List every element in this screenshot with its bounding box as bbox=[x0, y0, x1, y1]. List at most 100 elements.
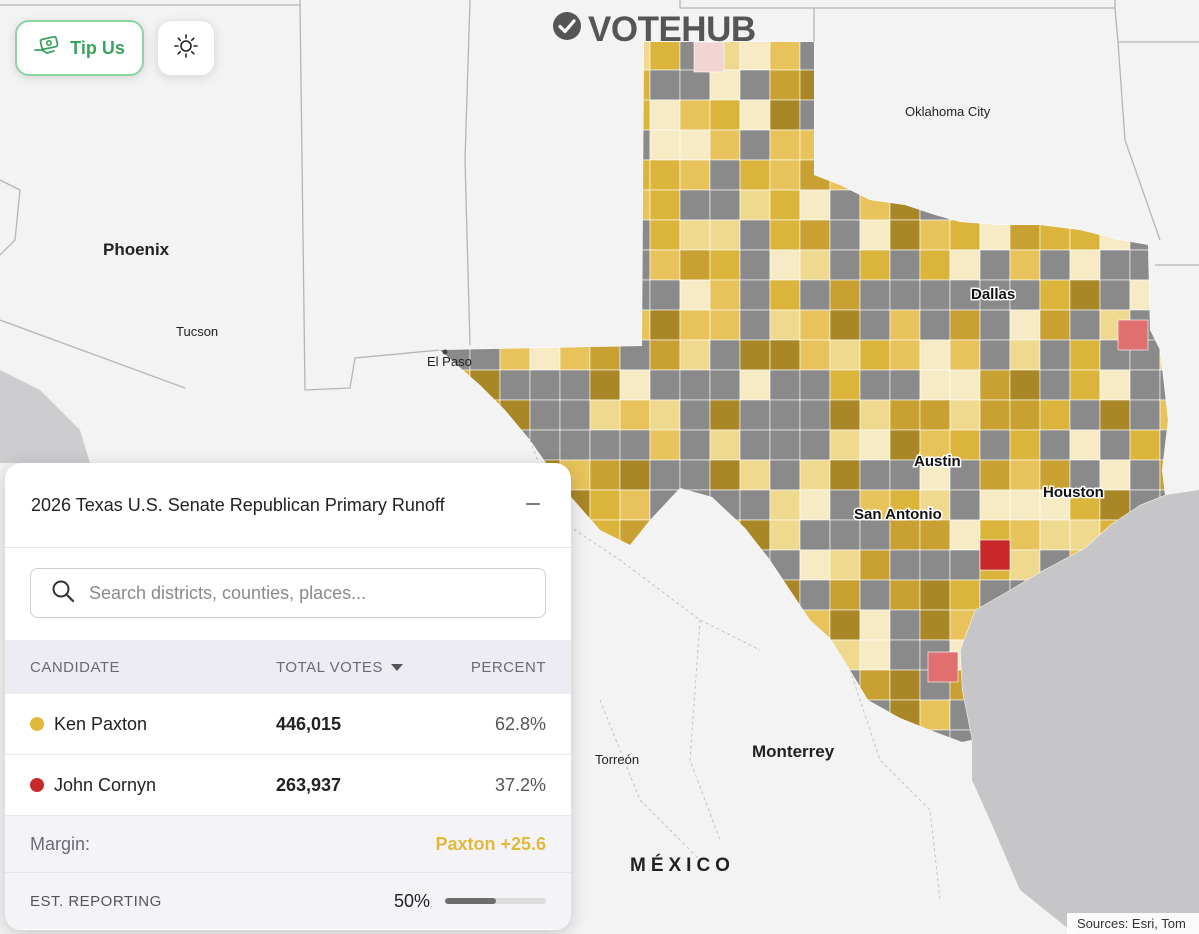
county-shape[interactable] bbox=[649, 249, 681, 281]
county-shape[interactable] bbox=[709, 579, 741, 611]
county-shape[interactable] bbox=[949, 399, 981, 431]
county-shape[interactable] bbox=[649, 549, 681, 581]
county-shape[interactable] bbox=[679, 249, 711, 281]
county-shape[interactable] bbox=[979, 40, 1011, 71]
county-shape[interactable] bbox=[949, 279, 981, 311]
county-shape[interactable] bbox=[559, 369, 591, 401]
county-shape[interactable] bbox=[679, 219, 711, 251]
county-shape[interactable] bbox=[919, 189, 951, 221]
county-shape[interactable] bbox=[709, 609, 741, 641]
county-shape[interactable] bbox=[709, 219, 741, 251]
county-shape[interactable] bbox=[529, 99, 561, 131]
county-shape[interactable] bbox=[829, 249, 861, 281]
county-shape[interactable] bbox=[979, 129, 1011, 161]
county-shape[interactable] bbox=[859, 429, 891, 461]
county-shape[interactable] bbox=[1129, 40, 1161, 71]
county-shape[interactable] bbox=[1159, 309, 1190, 341]
county-shape[interactable] bbox=[769, 129, 801, 161]
county-shape[interactable] bbox=[1099, 189, 1131, 221]
county-shape[interactable] bbox=[693, 42, 725, 73]
county-shape[interactable] bbox=[1009, 279, 1041, 311]
county-shape[interactable] bbox=[769, 249, 801, 281]
county-shape[interactable] bbox=[1159, 129, 1190, 161]
county-shape[interactable] bbox=[440, 429, 471, 461]
county-shape[interactable] bbox=[739, 489, 771, 521]
county-shape[interactable] bbox=[709, 249, 741, 281]
county-shape[interactable] bbox=[799, 519, 831, 551]
county-shape[interactable] bbox=[649, 339, 681, 371]
county-shape[interactable] bbox=[469, 99, 501, 131]
county-shape[interactable] bbox=[979, 399, 1011, 431]
county-shape[interactable] bbox=[649, 609, 681, 641]
county-shape[interactable] bbox=[1009, 249, 1041, 281]
county-shape[interactable] bbox=[739, 129, 771, 161]
county-shape[interactable] bbox=[889, 219, 921, 251]
county-shape[interactable] bbox=[979, 159, 1011, 191]
county-shape[interactable] bbox=[949, 129, 981, 161]
county-shape[interactable] bbox=[1009, 99, 1041, 131]
county-shape[interactable] bbox=[529, 159, 561, 191]
county-shape[interactable] bbox=[799, 129, 831, 161]
county-shape[interactable] bbox=[859, 399, 891, 431]
county-shape[interactable] bbox=[739, 429, 771, 461]
county-shape[interactable] bbox=[529, 429, 561, 461]
county-shape[interactable] bbox=[1069, 129, 1101, 161]
county-shape[interactable] bbox=[619, 339, 651, 371]
county-shape[interactable] bbox=[739, 639, 771, 671]
county-shape[interactable] bbox=[859, 69, 891, 101]
county-shape[interactable] bbox=[739, 339, 771, 371]
county-shape[interactable] bbox=[739, 99, 771, 131]
county-shape[interactable] bbox=[739, 579, 771, 611]
county-shape[interactable] bbox=[859, 519, 891, 551]
county-shape[interactable] bbox=[1039, 519, 1071, 551]
county-shape[interactable] bbox=[469, 69, 501, 101]
county-shape[interactable] bbox=[1099, 129, 1131, 161]
county-shape[interactable] bbox=[889, 549, 921, 581]
county-shape[interactable] bbox=[1009, 429, 1041, 461]
county-shape[interactable] bbox=[589, 669, 621, 701]
county-shape[interactable] bbox=[829, 519, 861, 551]
county-shape[interactable] bbox=[829, 399, 861, 431]
county-shape[interactable] bbox=[739, 219, 771, 251]
county-shape[interactable] bbox=[649, 219, 681, 251]
county-shape[interactable] bbox=[829, 729, 861, 760]
county-shape[interactable] bbox=[709, 549, 741, 581]
county-shape[interactable] bbox=[649, 639, 681, 671]
county-shape[interactable] bbox=[589, 549, 621, 581]
county-shape[interactable] bbox=[859, 219, 891, 251]
county-shape[interactable] bbox=[679, 459, 711, 491]
county-shape[interactable] bbox=[559, 69, 591, 101]
county-shape[interactable] bbox=[499, 339, 531, 371]
county-shape[interactable] bbox=[979, 539, 1011, 571]
county-shape[interactable] bbox=[739, 189, 771, 221]
county-shape[interactable] bbox=[769, 669, 801, 701]
map-attribution[interactable]: Sources: Esri, Tom bbox=[1067, 913, 1199, 934]
county-shape[interactable] bbox=[829, 159, 861, 191]
county-shape[interactable] bbox=[499, 99, 531, 131]
county-shape[interactable] bbox=[1009, 159, 1041, 191]
county-shape[interactable] bbox=[1069, 159, 1101, 191]
county-shape[interactable] bbox=[1069, 69, 1101, 101]
county-shape[interactable] bbox=[440, 399, 471, 431]
county-shape[interactable] bbox=[589, 249, 621, 281]
county-shape[interactable] bbox=[589, 429, 621, 461]
county-shape[interactable] bbox=[1117, 319, 1149, 351]
county-shape[interactable] bbox=[589, 159, 621, 191]
county-shape[interactable] bbox=[889, 279, 921, 311]
county-shape[interactable] bbox=[919, 69, 951, 101]
county-shape[interactable] bbox=[769, 609, 801, 641]
county-shape[interactable] bbox=[1159, 339, 1190, 371]
county-shape[interactable] bbox=[1069, 309, 1101, 341]
county-shape[interactable] bbox=[1099, 219, 1131, 251]
county-shape[interactable] bbox=[889, 729, 921, 760]
county-shape[interactable] bbox=[799, 699, 831, 731]
county-shape[interactable] bbox=[1069, 189, 1101, 221]
county-shape[interactable] bbox=[1009, 459, 1041, 491]
county-shape[interactable] bbox=[499, 279, 531, 311]
county-shape[interactable] bbox=[859, 309, 891, 341]
county-shape[interactable] bbox=[739, 279, 771, 311]
county-shape[interactable] bbox=[829, 369, 861, 401]
county-shape[interactable] bbox=[559, 159, 591, 191]
county-shape[interactable] bbox=[919, 219, 951, 251]
county-shape[interactable] bbox=[619, 369, 651, 401]
